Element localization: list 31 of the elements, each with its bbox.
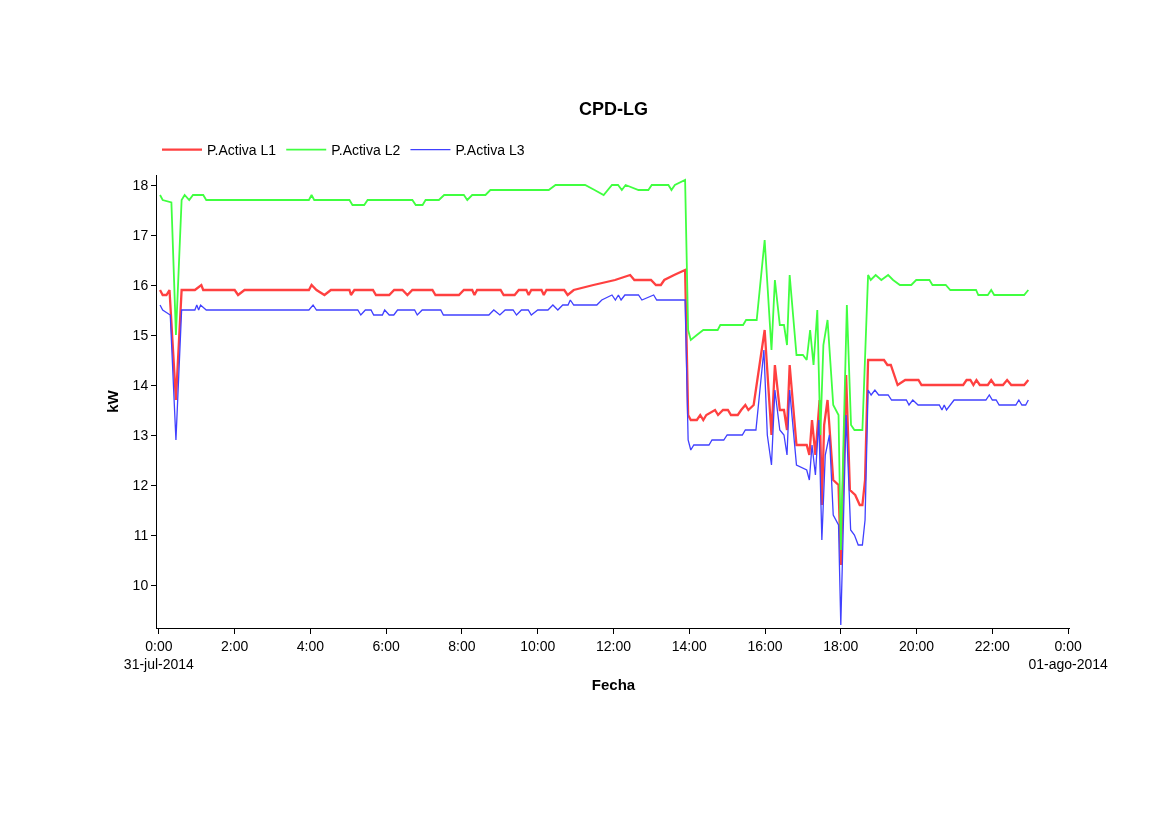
y-tick-label: 17 [132, 226, 149, 243]
x-axis-title: Fecha [591, 676, 636, 693]
x-tick-label: 10:00 [520, 637, 556, 654]
x-tick-label: 2:00 [221, 637, 249, 654]
x-tick-label: 6:00 [372, 637, 401, 654]
y-tick-label: 18 [132, 176, 149, 193]
x-tick-label: 8:00 [448, 637, 476, 654]
y-tick-label: 11 [133, 526, 149, 543]
y-axis-title: kW [103, 389, 121, 413]
legend-label: P.Activa L1 [207, 142, 277, 158]
x-tick-label: 20:00 [899, 637, 935, 654]
x-tick-label: 0:00 01-ago-2014 [1028, 637, 1109, 672]
legend-label: P.Activa L3 [455, 142, 525, 158]
x-tick-label: 12:00 [595, 637, 632, 654]
x-tick-label: 18:00 [823, 637, 859, 654]
y-tick-label: 10 [132, 576, 149, 593]
line-series [159, 179, 1030, 551]
x-tick-label: 22:00 [974, 637, 1011, 654]
x-tick-label: 4:00 [296, 637, 325, 654]
x-tick-label: 14:00 [671, 637, 707, 654]
y-tick-label: 14 [132, 376, 149, 393]
y-tick-label: 12 [132, 476, 149, 493]
x-tick-label: 16:00 [747, 637, 783, 654]
y-tick-label: 15 [132, 326, 149, 343]
chart-title: CPD-LG [579, 98, 648, 119]
line-series [159, 294, 1029, 626]
line-series [158, 268, 1030, 567]
x-tick-label: 0:00 31-jul-2014 [123, 637, 195, 672]
y-tick-label: 16 [132, 276, 149, 293]
legend-label: P.Activa L2 [331, 142, 401, 158]
y-tick-label: 13 [132, 426, 149, 443]
